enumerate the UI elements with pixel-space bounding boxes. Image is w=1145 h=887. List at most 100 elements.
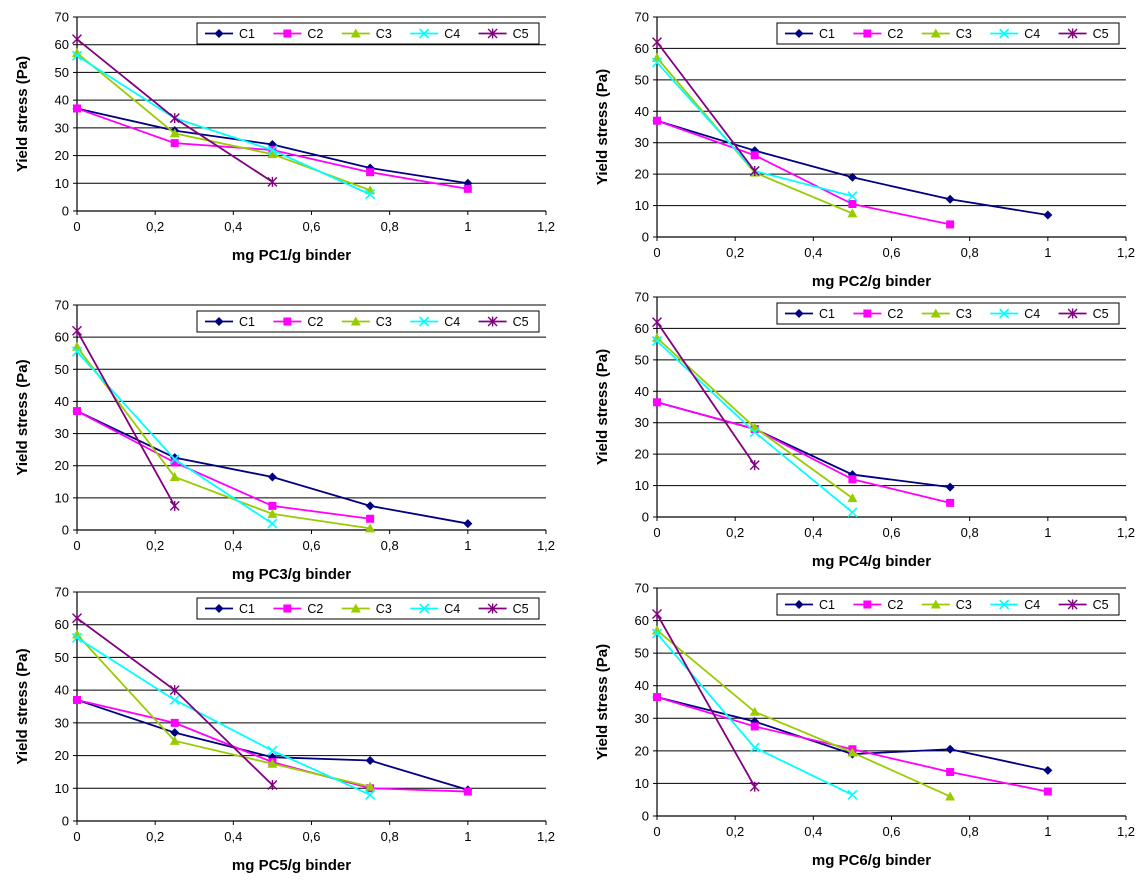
data-point-c2 <box>750 722 759 731</box>
x-tick-label: 1 <box>1044 245 1051 260</box>
series-line-c5 <box>656 613 756 788</box>
x-tick-label: 1 <box>464 829 471 844</box>
data-point-c4 <box>749 742 760 753</box>
x-tick-label: 0 <box>73 538 80 553</box>
y-tick-label: 30 <box>55 426 69 441</box>
legend-label-c3: C3 <box>376 315 392 329</box>
data-point-c1 <box>945 194 955 204</box>
data-point-c4 <box>847 191 858 202</box>
y-tick-label: 0 <box>642 510 649 525</box>
series-line-c3 <box>656 629 951 798</box>
data-point-c4 <box>267 745 278 756</box>
data-point-c2 <box>73 407 81 416</box>
legend-label-c4: C4 <box>444 27 460 41</box>
legend-marker-c1 <box>794 309 804 318</box>
legend-label-c5: C5 <box>1093 27 1109 41</box>
y-axis-title: Yield stress (Pa) <box>594 349 611 465</box>
data-point-c5 <box>652 37 662 48</box>
y-tick-label: 30 <box>55 715 69 730</box>
legend-marker-c5 <box>487 603 498 614</box>
legend: C1 C2 C3 C4 C5 <box>776 22 1120 45</box>
data-point-c4 <box>365 189 376 200</box>
legend: C1 C2 C3 C4 C5 <box>196 310 540 333</box>
x-tick-label: 0,6 <box>882 824 900 839</box>
x-tick-label: 0,4 <box>224 219 242 234</box>
legend-label-c3: C3 <box>376 27 392 41</box>
x-tick-label: 1,2 <box>1117 824 1135 839</box>
data-point-c4 <box>651 628 663 639</box>
data-point-c3 <box>365 523 376 533</box>
series-line-c2 <box>76 699 468 793</box>
x-tick-label: 1 <box>464 538 471 553</box>
legend-marker-c4 <box>419 603 430 614</box>
legend-label-c1: C1 <box>239 27 255 41</box>
data-point-c5 <box>749 460 760 471</box>
x-tick-label: 0,2 <box>726 245 744 260</box>
data-point-c4 <box>169 454 180 465</box>
x-tick-label: 1 <box>1044 525 1051 540</box>
x-axis-title: mg PC1/g binder <box>232 247 351 264</box>
x-tick-label: 0,6 <box>302 219 320 234</box>
chart-panel-4: 0 10 20 30 40 50 60 70 0 0,2 0,4 0,6 0,8 1 1,2 mg PC4/g… <box>594 290 1135 571</box>
x-tick-label: 1 <box>1044 824 1051 839</box>
data-point-c5 <box>72 325 82 336</box>
legend-marker-c4 <box>999 28 1010 39</box>
y-tick-label: 50 <box>55 65 69 80</box>
x-tick-label: 0,8 <box>381 219 399 234</box>
x-tick-label: 0 <box>73 219 80 234</box>
legend-marker-c5 <box>487 28 498 39</box>
legend-label-c2: C2 <box>887 307 903 321</box>
legend-label-c1: C1 <box>239 602 255 616</box>
data-point-c4 <box>651 57 663 68</box>
legend-marker-c3 <box>930 599 941 609</box>
legend-marker-c2 <box>863 309 872 318</box>
data-point-c5 <box>267 176 278 187</box>
y-tick-label: 40 <box>635 678 649 693</box>
x-tick-label: 0 <box>653 824 660 839</box>
series-line-c2 <box>76 410 371 520</box>
legend-label-c5: C5 <box>513 27 529 41</box>
data-point-c5 <box>749 781 760 792</box>
data-point-c2 <box>653 693 661 702</box>
data-point-c3 <box>847 747 858 757</box>
data-point-c2 <box>463 184 472 193</box>
x-tick-label: 0,8 <box>381 829 399 844</box>
data-point-c3 <box>169 735 180 745</box>
y-tick-label: 60 <box>55 37 69 52</box>
data-point-c4 <box>365 789 376 800</box>
x-tick-label: 0 <box>73 829 80 844</box>
data-point-c2 <box>946 220 955 229</box>
legend-label-c1: C1 <box>819 27 835 41</box>
legend-marker-c4 <box>419 28 430 39</box>
data-point-c2 <box>268 501 277 510</box>
data-point-c2 <box>1043 787 1052 796</box>
y-tick-label: 20 <box>55 748 69 763</box>
data-point-c3 <box>169 471 180 481</box>
data-point-c4 <box>71 50 83 61</box>
legend: C1 C2 C3 C4 C5 <box>196 597 540 620</box>
x-tick-label: 0,2 <box>146 538 164 553</box>
data-point-c3 <box>847 208 858 218</box>
x-tick-label: 0,8 <box>961 245 979 260</box>
legend-label-c2: C2 <box>887 27 903 41</box>
y-axis-title: Yield stress (Pa) <box>14 359 31 475</box>
series-line-c2 <box>656 119 951 226</box>
legend-label-c1: C1 <box>239 315 255 329</box>
y-tick-label: 10 <box>55 490 69 505</box>
y-tick-label: 20 <box>55 148 69 163</box>
legend: C1 C2 C3 C4 C5 <box>196 22 540 45</box>
legend: C1 C2 C3 C4 C5 <box>776 593 1120 616</box>
x-tick-label: 0,4 <box>804 245 822 260</box>
data-point-c1 <box>365 501 375 511</box>
legend-marker-c5 <box>1067 599 1078 610</box>
data-point-c2 <box>170 139 179 148</box>
data-point-c2 <box>848 475 857 484</box>
data-point-c5 <box>169 113 180 124</box>
legend-marker-c4 <box>999 308 1010 319</box>
series-line-c1 <box>656 696 1049 772</box>
data-point-c2 <box>946 498 955 507</box>
x-tick-label: 0 <box>653 525 660 540</box>
y-tick-label: 10 <box>55 176 69 191</box>
data-point-c1 <box>1043 765 1053 775</box>
data-point-c3 <box>267 149 278 159</box>
